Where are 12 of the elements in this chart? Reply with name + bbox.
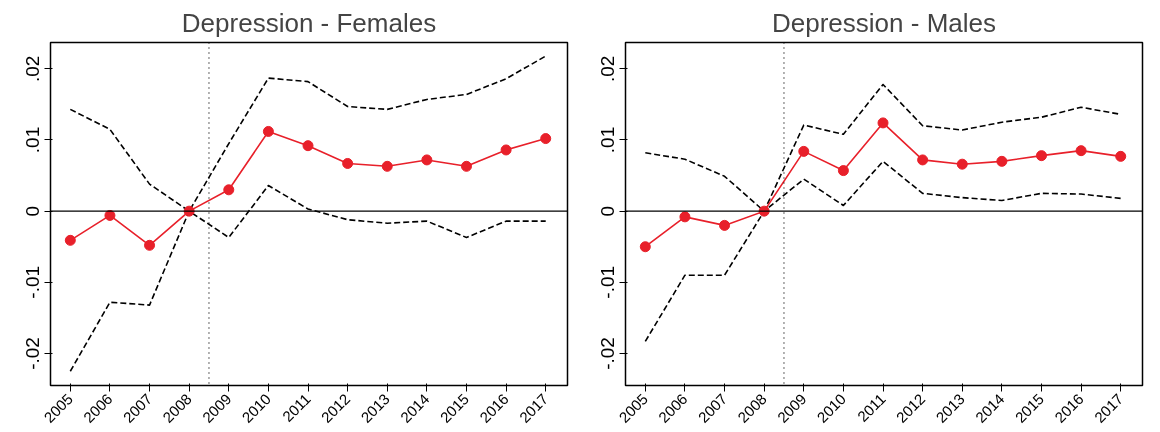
y-tick-label: -.02: [597, 337, 619, 370]
y-tick-label: 0: [597, 205, 619, 217]
y-tick-label: -.01: [597, 265, 619, 299]
chart-title: Depression - Females: [181, 7, 437, 38]
y-tick-label: .01: [22, 126, 44, 154]
y-tick-label: .02: [22, 55, 44, 83]
y-tick-label: .01: [597, 126, 619, 154]
y-tick-label: -.01: [22, 265, 44, 299]
y-tick-label: 0: [22, 205, 44, 217]
chart-title: Depression - Males: [772, 7, 996, 38]
y-tick-label: .02: [597, 55, 619, 83]
y-tick-label: -.02: [22, 337, 44, 370]
